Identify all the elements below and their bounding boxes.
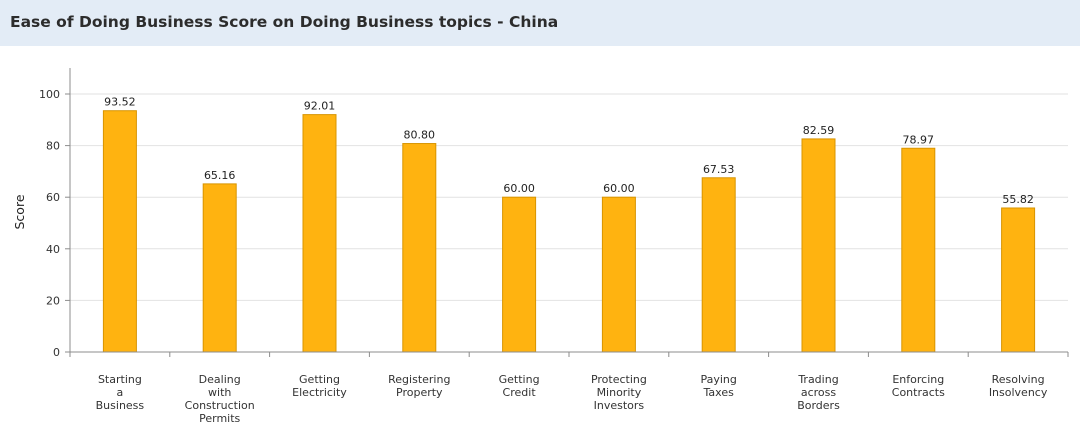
chart-header: Ease of Doing Business Score on Doing Bu… [0, 0, 1080, 46]
category-label: Construction [185, 399, 255, 412]
value-label: 82.59 [803, 124, 835, 137]
category-label: Trading [797, 373, 838, 386]
category-label: Taxes [703, 386, 735, 399]
y-axis-ticks: 0 20 40 60 80 100 [39, 88, 70, 359]
value-labels: 93.52 65.16 92.01 80.80 60.00 60.00 67.53 82.59… [104, 96, 1034, 206]
category-label: a [117, 386, 124, 399]
bar [1001, 207, 1036, 353]
category-label: Borders [797, 399, 840, 412]
category-label: Electricity [292, 386, 347, 399]
category-label: Investors [594, 399, 645, 412]
category-label: Paying [700, 373, 736, 386]
bar [502, 196, 537, 353]
category-label: with [208, 386, 231, 399]
value-label: 55.82 [1002, 193, 1034, 206]
value-label: 78.97 [903, 133, 935, 146]
category-label: Permits [199, 412, 240, 425]
category-label: Starting [98, 373, 142, 386]
y-tick-label: 20 [46, 294, 60, 307]
category-label: across [801, 386, 837, 399]
bar [102, 110, 137, 353]
axes [69, 68, 1068, 353]
category-label: Property [396, 386, 443, 399]
value-label: 92.01 [304, 100, 336, 113]
bar [801, 138, 836, 353]
category-label: Dealing [199, 373, 241, 386]
category-label: Business [96, 399, 145, 412]
category-label: Getting [299, 373, 340, 386]
category-label: Getting [499, 373, 540, 386]
value-label: 80.80 [404, 129, 436, 142]
bar [302, 114, 337, 353]
value-label: 65.16 [204, 169, 236, 182]
y-tick-label: 0 [53, 346, 60, 359]
bar [601, 196, 636, 353]
bar [901, 147, 936, 353]
bar [202, 183, 237, 353]
category-label: Insolvency [989, 386, 1048, 399]
value-label: 67.53 [703, 163, 735, 176]
category-label: Registering [388, 373, 450, 386]
category-label: Protecting [591, 373, 647, 386]
bar [402, 143, 437, 353]
bar [701, 177, 736, 353]
y-axis-label: Score [12, 194, 27, 229]
y-tick-label: 100 [39, 88, 60, 101]
value-label: 60.00 [503, 182, 535, 195]
category-label: Minority [597, 386, 642, 399]
x-axis-ticks [69, 352, 1069, 357]
y-tick-label: 80 [46, 140, 60, 153]
y-tick-label: 60 [46, 191, 60, 204]
category-label: Enforcing [892, 373, 944, 386]
category-label: Resolving [992, 373, 1045, 386]
chart-title: Ease of Doing Business Score on Doing Bu… [10, 13, 559, 31]
bars [102, 110, 1036, 353]
category-label: Contracts [892, 386, 945, 399]
value-label: 60.00 [603, 182, 635, 195]
value-label: 93.52 [104, 96, 136, 109]
category-label: Credit [503, 386, 537, 399]
y-tick-label: 40 [46, 243, 60, 256]
